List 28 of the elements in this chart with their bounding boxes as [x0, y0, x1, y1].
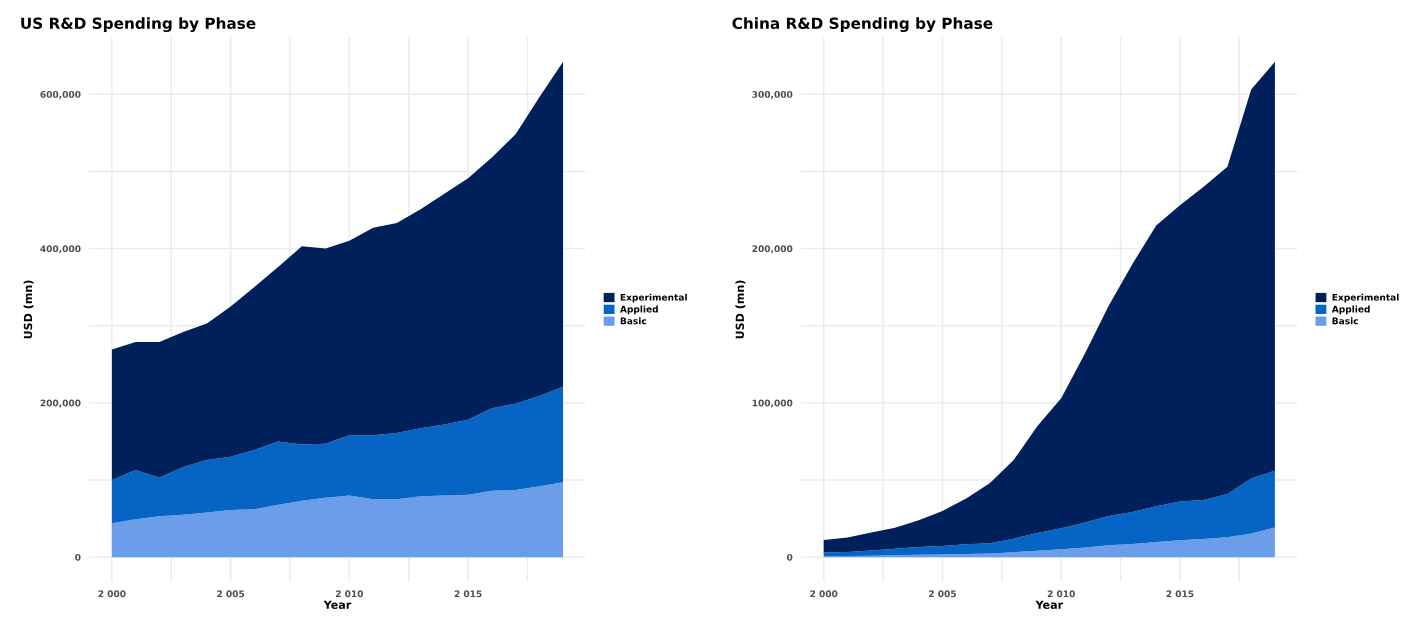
legend-label: Basic [1332, 317, 1358, 325]
x-axis-title: Year [1035, 600, 1064, 609]
y-tick-label: 200,000 [40, 399, 81, 408]
y-tick-label: 100,000 [752, 399, 793, 408]
y-axis-title: USD (mn) [23, 280, 34, 339]
x-tick-label: 2 005 [929, 590, 956, 598]
legend-label: Applied [619, 305, 658, 315]
y-tick-label: 200,000 [752, 245, 793, 254]
chart-title: US R&D Spending by Phase [21, 17, 256, 33]
y-tick-label: 0 [786, 553, 793, 561]
x-tick-label: 2 015 [454, 590, 482, 598]
x-tick-label: 2 000 [810, 590, 838, 598]
y-tick-label: 0 [75, 553, 81, 561]
y-tick-label: 600,000 [40, 90, 81, 99]
y-tick-label: 400,000 [40, 245, 81, 254]
legend-label: Basic [620, 317, 647, 325]
x-axis-title: Year [323, 600, 352, 609]
x-tick-label: 2 015 [1166, 590, 1194, 598]
legend-label: Experimental [1332, 293, 1399, 303]
y-tick-label: 300,000 [752, 90, 793, 99]
x-tick-label: 2 010 [335, 590, 364, 598]
y-axis-title: USD (mn) [735, 280, 746, 339]
x-tick-label: 2 000 [98, 590, 126, 598]
x-tick-label: 2 010 [1047, 590, 1075, 598]
chart-title: China R&D Spending by Phase [732, 17, 993, 33]
legend-label: Applied [1331, 305, 1370, 315]
x-tick-label: 2 005 [217, 590, 245, 598]
legend-label: Experimental [620, 293, 687, 303]
